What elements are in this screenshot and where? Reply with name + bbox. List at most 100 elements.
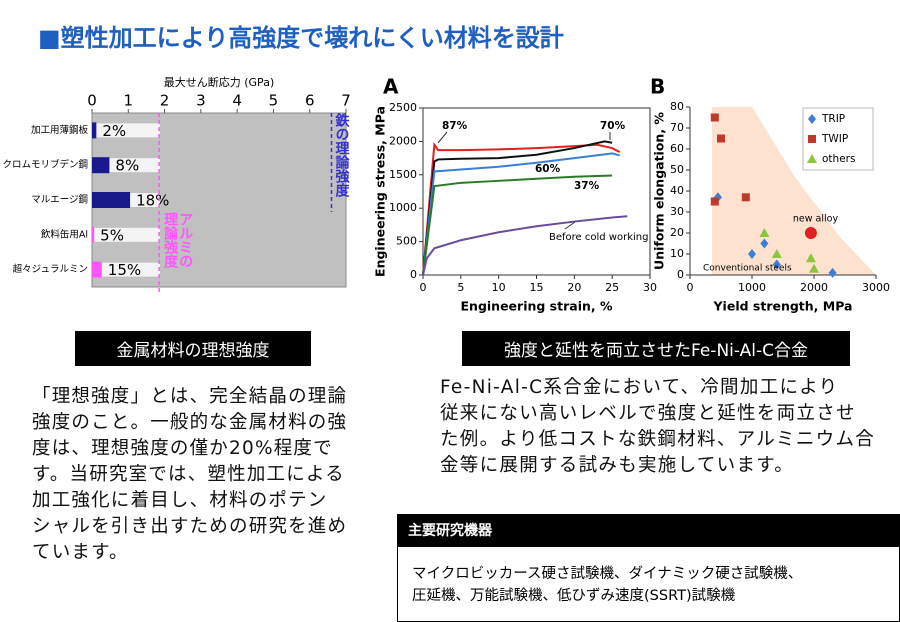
equipment-line: 圧延機、万能試験機、低ひずみ速度(SSRT)試験機 bbox=[412, 588, 736, 604]
x-axis-title: 最大せん断応力 (GPa) bbox=[164, 75, 274, 89]
y-tick-label: 80 bbox=[670, 100, 684, 113]
paragraph-line: 「理想強度」とは、完全結晶の理論 bbox=[32, 386, 348, 407]
paragraph-line: た例。より低コストな鉄鋼材料、アルミニウム合 bbox=[440, 429, 876, 450]
series-label: 70% bbox=[600, 120, 626, 132]
equipment-box: 主要研究機器 マイクロビッカース硬さ試験機、ダイナミック硬さ試験機、 圧延機、万能… bbox=[397, 514, 900, 622]
x-tick-label: 6 bbox=[305, 92, 315, 110]
legend-box bbox=[802, 107, 874, 171]
category-label: マルエージ鋼 bbox=[31, 194, 88, 206]
legend-marker bbox=[807, 154, 817, 163]
paragraph-line: 金等に展開する試みも実施しています。 bbox=[440, 455, 794, 476]
caption: 金属材料の理想強度 bbox=[75, 331, 311, 366]
y-tick-label: 0 bbox=[410, 268, 417, 281]
legend-label: others bbox=[822, 153, 855, 165]
x-tick-label: 2 bbox=[160, 92, 170, 110]
point bbox=[759, 228, 770, 237]
legend-marker bbox=[808, 114, 816, 124]
x-axis-title: Yield strength, MPa bbox=[713, 299, 853, 314]
legend-marker bbox=[808, 135, 816, 143]
equipment-list: マイクロビッカース硬さ試験機、ダイナミック硬さ試験機、 圧延機、万能試験機、低ひず… bbox=[398, 547, 899, 607]
highlight-label: new alloy bbox=[793, 214, 839, 225]
paragraph-line: シャルを引き出すための研究を進め bbox=[32, 516, 348, 537]
series-label: 37% bbox=[574, 180, 600, 192]
x-tick-label: 0 bbox=[420, 281, 427, 294]
panel-label: B bbox=[650, 75, 665, 99]
paragraph-line: す。当研究室では、塑性加工による bbox=[32, 464, 345, 485]
point bbox=[760, 238, 769, 249]
caption: 強度と延性を両立させたFe-Ni-Al-C合金 bbox=[462, 331, 850, 366]
bar-label: 2% bbox=[102, 122, 126, 140]
paragraph: Fe-Ni-Al-C系合金において、冷間加工により 従来にない高いレベルで強度と延… bbox=[440, 375, 875, 479]
y-tick-label: 50 bbox=[670, 163, 684, 176]
line bbox=[422, 215, 628, 276]
y-tick-label: 500 bbox=[396, 235, 417, 248]
paragraph-line: 従来にない高いレベルで強度と延性を両立させ bbox=[440, 403, 856, 424]
legend-label: TWIP bbox=[821, 133, 848, 145]
panel-label: A bbox=[383, 75, 399, 99]
row-band bbox=[92, 123, 160, 138]
line bbox=[422, 140, 613, 276]
bar-label: 8% bbox=[115, 157, 139, 175]
y-tick-label: 20 bbox=[670, 226, 684, 239]
bar bbox=[92, 226, 95, 243]
y-tick-label: 40 bbox=[670, 184, 684, 197]
x-tick-label: 1000 bbox=[738, 281, 766, 294]
equipment-heading: 主要研究機器 bbox=[398, 515, 899, 547]
category-label: クロムモリブデン鋼 bbox=[2, 159, 88, 171]
y-tick-label: 60 bbox=[670, 142, 684, 155]
x-tick-label: 3 bbox=[196, 92, 206, 110]
line bbox=[422, 174, 613, 276]
paragraph-line: 強度のこと。一般的な金属材料の強 bbox=[32, 412, 348, 433]
point bbox=[772, 259, 781, 270]
equipment-line: マイクロビッカース硬さ試験機、ダイナミック硬さ試験機、 bbox=[412, 566, 803, 582]
y-tick-label: 10 bbox=[670, 247, 684, 260]
x-tick-label: 5 bbox=[269, 92, 279, 110]
y-axis-title: Engineering stress, MPa bbox=[373, 106, 388, 277]
x-tick-label: 7 bbox=[341, 92, 351, 110]
region bbox=[712, 107, 876, 275]
bar-label: 18% bbox=[136, 192, 169, 210]
x-tick-label: 10 bbox=[492, 281, 506, 294]
paragraph-line: 度は、理想強度の僅か20%程度で bbox=[32, 438, 333, 459]
x-tick-label: 3000 bbox=[862, 281, 890, 294]
y-tick-label: 2500 bbox=[389, 101, 417, 114]
bar-label: 15% bbox=[108, 261, 141, 279]
paragraph-line: Fe-Ni-Al-C系合金において、冷間加工により bbox=[440, 377, 839, 398]
bar bbox=[92, 192, 131, 208]
paragraph-line: ています。 bbox=[32, 542, 129, 563]
bar bbox=[92, 157, 110, 174]
paragraph-line: 加工強化に着目し、材料のポテン bbox=[32, 490, 328, 511]
x-tick-label: 30 bbox=[643, 281, 657, 294]
x-axis-title: Engineering strain, % bbox=[461, 299, 613, 314]
x-tick-label: 20 bbox=[567, 281, 581, 294]
row-band bbox=[92, 262, 160, 277]
line bbox=[422, 152, 620, 276]
x-tick-label: 4 bbox=[232, 92, 242, 110]
page-title: ■塑性加工により高強度で壊れにくい材料を設計 bbox=[38, 24, 564, 52]
point bbox=[717, 134, 725, 143]
reference-label: 鉄の理論強度 bbox=[333, 113, 350, 197]
point bbox=[748, 249, 756, 259]
y-tick-label: 2000 bbox=[389, 134, 417, 147]
bar bbox=[92, 122, 97, 139]
series-label: Before cold working bbox=[549, 232, 648, 243]
point bbox=[741, 193, 750, 202]
category-label: 超々ジュラルミン bbox=[13, 263, 88, 275]
y-tick-label: 1500 bbox=[389, 168, 417, 181]
pointer bbox=[564, 221, 576, 230]
legend-label: TRIP bbox=[821, 113, 845, 125]
category-label: 飲料缶用Al bbox=[41, 228, 88, 240]
x-tick-label: 0 bbox=[687, 281, 694, 294]
y-tick-label: 0 bbox=[677, 268, 684, 281]
point bbox=[710, 113, 719, 122]
series-label: 87% bbox=[442, 120, 468, 132]
x-tick-label: 25 bbox=[605, 281, 619, 294]
bar-label: 5% bbox=[100, 226, 124, 244]
line bbox=[422, 141, 621, 276]
point bbox=[828, 267, 837, 278]
y-axis-title: Uniform elongation, % bbox=[652, 112, 667, 270]
x-tick-label: 2000 bbox=[800, 281, 828, 294]
paragraph: 「理想強度」とは、完全結晶の理論 強度のこと。一般的な金属材料の強 度は、理想強度の… bbox=[32, 384, 347, 566]
